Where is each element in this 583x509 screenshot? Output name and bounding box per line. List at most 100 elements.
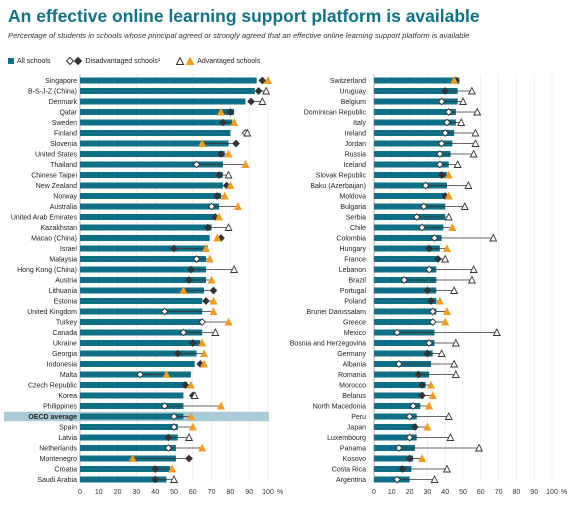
disadvantaged-marker [160,307,169,316]
category-label: Chile [350,225,366,232]
advantaged-marker [169,475,179,483]
disadvantaged-marker [405,412,414,421]
category-label: Panama [340,446,366,453]
disadvantaged-marker [136,370,144,379]
bar [80,151,225,157]
disadvantaged-marker [185,276,193,284]
advantaged-marker [469,265,478,273]
bar [80,77,257,84]
disadvantaged-marker [428,307,437,316]
legend-label-disadvantaged: Disadvantaged schools¹ [85,57,161,65]
category-label: Germany [337,351,366,358]
advantaged-marker [209,307,218,315]
category-label: Hong Kong (China) [17,267,77,274]
disadvantaged-marker [160,402,169,410]
x-tick-label: 60 [477,489,485,496]
bar [80,182,223,189]
page-title: An effective online learning support pla… [8,6,480,26]
category-label: Georgia [52,351,77,358]
disadvantaged-marker [254,87,263,95]
advantaged-marker [216,107,226,116]
disadvantaged-marker [258,76,267,85]
disadvantaged-marker [444,108,453,116]
advantaged-marker [442,244,452,252]
bar [374,466,412,472]
bar [80,403,184,409]
bar [80,140,229,147]
disadvantaged-marker [437,139,446,148]
advantaged-marker [224,223,233,231]
x-tick-label: 20 [114,489,122,496]
advantaged-marker [233,202,242,210]
disadvantaged-marker [428,318,437,326]
advantaged-marker [226,181,235,189]
category-label: Albania [343,362,366,369]
advantaged-marker [200,349,209,357]
bar-swatch-icon [8,58,14,64]
category-label: Kosovo [343,456,366,463]
category-label: Brazil [348,278,366,285]
advantaged-marker [451,370,460,378]
x-tick-label: 30 [133,489,141,496]
category-label: Philippines [43,404,77,411]
category-label: Baku (Azerbaijan) [310,183,366,190]
disadvantaged-marker [219,118,227,127]
x-tick-label: 80 [513,489,521,496]
category-label: Poland [344,299,366,306]
advantaged-marker [444,412,453,420]
bar [80,350,197,357]
disadvantaged-marker [418,381,426,389]
bar [80,445,176,451]
x-tick-label: 50 [170,489,178,496]
disadvantaged-marker [393,475,401,484]
disadvantaged-marker [192,255,201,263]
disadvantaged-marker [170,423,178,431]
advantaged-marker [464,181,473,189]
advantaged-marker [198,338,207,347]
category-label: Singapore [45,78,77,85]
bar [80,130,231,136]
x-axis-unit: % [277,489,283,496]
disadvantaged-marker [395,444,403,452]
x-tick-label: 100 [546,489,558,496]
category-label: Ukraine [53,341,77,348]
bar [374,256,439,262]
bar [374,140,453,147]
advantaged-marker [241,160,250,168]
category-label: Greece [343,320,366,327]
bar [80,245,208,252]
bar [374,476,410,483]
disadvantaged-marker [412,213,421,221]
disadvantaged-marker [398,465,407,473]
advantaged-marker [423,422,432,431]
bar [374,214,446,220]
advantaged-marker [430,475,439,483]
advantaged-marker [186,380,195,389]
category-label: Latvia [58,435,77,442]
disadvantaged-marker [425,244,434,253]
legend-item-all-schools: All schools [8,58,50,65]
advantaged-marker [492,328,501,336]
disadvantaged-marker [441,129,450,137]
bar [374,287,437,294]
bar [374,298,437,304]
advantaged-marker [453,160,462,168]
triangle-marker-icon [176,57,195,65]
advantaged-marker [185,433,194,441]
bar [374,350,433,357]
advantaged-marker [418,454,427,462]
advantaged-marker [220,191,229,200]
advantaged-marker [474,443,484,452]
category-label: Kazakhstan [40,225,77,232]
bar [374,413,417,420]
disadvantaged-marker [215,171,223,179]
category-label: Croatia [54,467,77,474]
category-label: Netherlands [39,446,77,453]
bar [374,224,444,231]
disadvantaged-marker [427,297,435,305]
category-label: Slovenia [50,141,77,148]
category-label: United Kingdom [27,309,77,316]
advantaged-marker [473,107,482,116]
category-label: Lebanon [339,267,366,274]
legend-item-disadvantaged: Disadvantaged schools¹ [66,57,160,65]
